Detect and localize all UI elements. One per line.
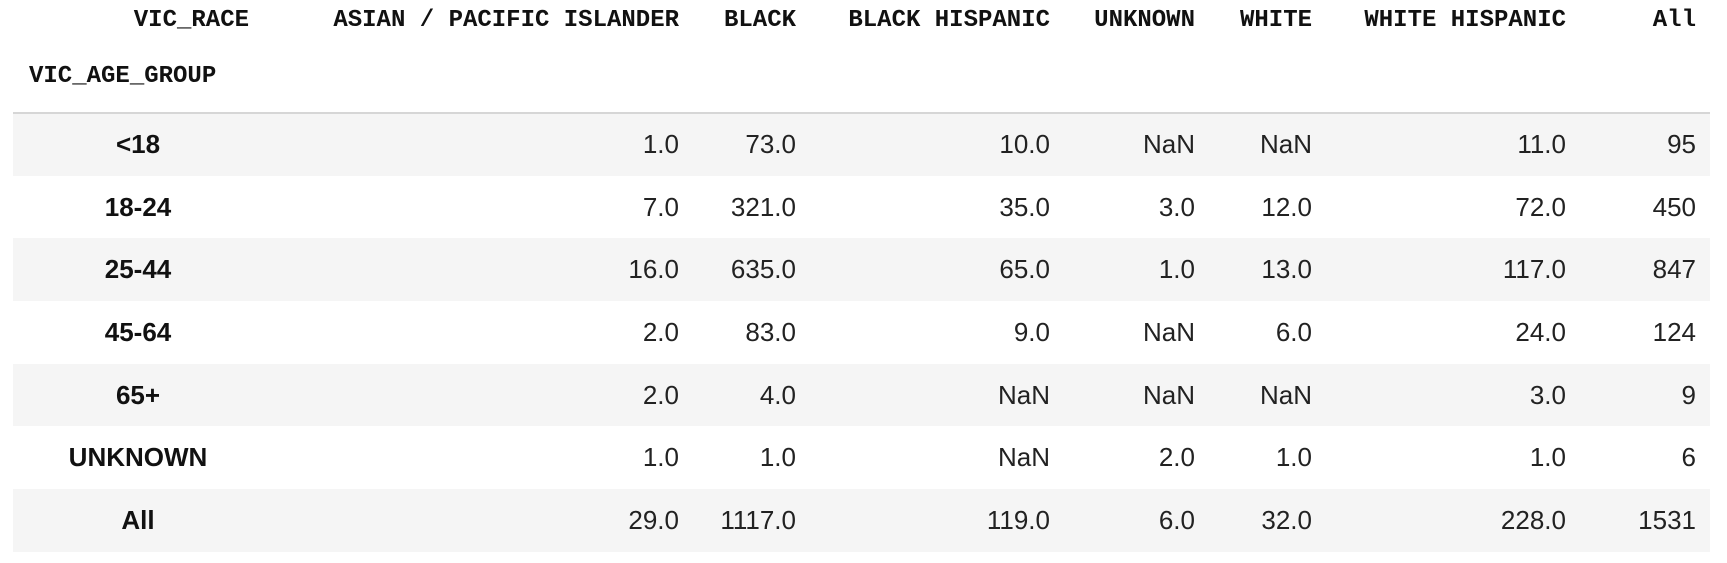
- crosstab-table: VIC_RACE ASIAN / PACIFIC ISLANDER BLACK …: [13, 0, 1710, 552]
- table-cell: 11.0: [1517, 129, 1566, 160]
- column-header: WHITE: [1239, 6, 1312, 34]
- table-cell: 35.0: [999, 191, 1050, 222]
- table-cell: 1.0: [642, 442, 679, 473]
- table-cell: NaN: [997, 442, 1050, 473]
- table-cell: 1.0: [642, 129, 679, 160]
- row-label: UNKNOWN: [68, 442, 208, 473]
- empty-header-cell: [1326, 40, 1580, 114]
- row-label: All: [121, 504, 155, 535]
- table-cell: 2.0: [642, 316, 679, 347]
- table-cell: NaN: [1142, 129, 1195, 160]
- column-header: UNKNOWN: [1094, 6, 1195, 34]
- column-header: All: [1652, 6, 1696, 34]
- table-cell: 3.0: [1529, 379, 1566, 410]
- column-header: ASIAN / PACIFIC ISLANDER: [333, 6, 679, 34]
- row-label: 65+: [115, 379, 161, 410]
- table-row: 18-24 7.0 321.0 35.0 3.0 12.0 72.0 450: [13, 175, 1710, 239]
- table-row: <18 1.0 73.0 10.0 NaN NaN 11.0 95: [13, 113, 1710, 176]
- table-cell: 124: [1652, 316, 1696, 347]
- table-cell: NaN: [1142, 379, 1195, 410]
- table-cell: 6.0: [1275, 316, 1312, 347]
- table-cell: 6.0: [1158, 504, 1195, 535]
- table-cell: NaN: [1142, 316, 1195, 347]
- empty-header-cell: [1580, 40, 1710, 114]
- table-cell: 321.0: [730, 191, 796, 222]
- table-cell: 228.0: [1500, 504, 1566, 535]
- table-row: All 29.0 1117.0 119.0 6.0 32.0 228.0 153…: [13, 489, 1710, 552]
- empty-header-cell: [263, 40, 693, 114]
- table-cell: 1531: [1638, 504, 1696, 535]
- row-label: <18: [115, 129, 161, 160]
- columns-name-header: VIC_RACE: [133, 6, 249, 34]
- column-header-row: VIC_RACE ASIAN / PACIFIC ISLANDER BLACK …: [13, 0, 1710, 40]
- table-cell: 9: [1681, 379, 1696, 410]
- table-cell: 83.0: [745, 316, 796, 347]
- table-cell: NaN: [1259, 379, 1312, 410]
- index-name-header: VIC_AGE_GROUP: [13, 40, 263, 114]
- table-cell: 119.0: [986, 504, 1050, 535]
- row-label: 18-24: [104, 191, 172, 222]
- table-cell: 1.0: [1158, 254, 1195, 285]
- table-cell: 635.0: [730, 254, 796, 285]
- table-cell: 2.0: [642, 379, 679, 410]
- table-cell: 13.0: [1261, 254, 1312, 285]
- column-header: BLACK HISPANIC: [848, 6, 1050, 34]
- index-header-row: VIC_AGE_GROUP: [13, 40, 1710, 114]
- table-cell: 1.0: [759, 442, 796, 473]
- table-cell: 95: [1667, 129, 1696, 160]
- table-cell: 3.0: [1158, 191, 1195, 222]
- empty-header-cell: [693, 40, 810, 114]
- column-header: BLACK: [723, 6, 796, 34]
- table-cell: 16.0: [628, 254, 679, 285]
- table-cell: 12.0: [1261, 191, 1312, 222]
- table-cell: NaN: [1259, 129, 1312, 160]
- table-cell: 4.0: [759, 379, 796, 410]
- table-cell: 117.0: [1502, 254, 1566, 285]
- table-cell: 24.0: [1515, 316, 1566, 347]
- table-row: UNKNOWN 1.0 1.0 NaN 2.0 1.0 1.0 6: [13, 426, 1710, 490]
- table-cell: 65.0: [999, 254, 1050, 285]
- row-label: 25-44: [104, 254, 172, 285]
- table-row: 45-64 2.0 83.0 9.0 NaN 6.0 24.0 124: [13, 301, 1710, 364]
- table-cell: 6: [1681, 442, 1696, 473]
- table-cell: 73.0: [745, 129, 796, 160]
- empty-header-cell: [1209, 40, 1326, 114]
- row-label: 45-64: [104, 316, 172, 347]
- table-cell: 450: [1652, 191, 1696, 222]
- table-cell: 32.0: [1261, 504, 1312, 535]
- table-cell: 1.0: [1529, 442, 1566, 473]
- table-row: 65+ 2.0 4.0 NaN NaN NaN 3.0 9: [13, 363, 1710, 427]
- table-row: 25-44 16.0 635.0 65.0 1.0 13.0 117.0 847: [13, 238, 1710, 302]
- table-cell: 10.0: [999, 129, 1050, 160]
- empty-header-cell: [1064, 40, 1209, 114]
- column-header: WHITE HISPANIC: [1364, 6, 1566, 34]
- table-cell: 2.0: [1158, 442, 1195, 473]
- table-cell: 7.0: [642, 191, 679, 222]
- table-cell: 29.0: [628, 504, 679, 535]
- table-cell: NaN: [997, 379, 1050, 410]
- table-cell: 1117.0: [720, 504, 796, 535]
- table-cell: 1.0: [1275, 442, 1312, 473]
- table-cell: 847: [1652, 254, 1696, 285]
- empty-header-cell: [810, 40, 1064, 114]
- table-cell: 72.0: [1515, 191, 1566, 222]
- table-cell: 9.0: [1013, 316, 1050, 347]
